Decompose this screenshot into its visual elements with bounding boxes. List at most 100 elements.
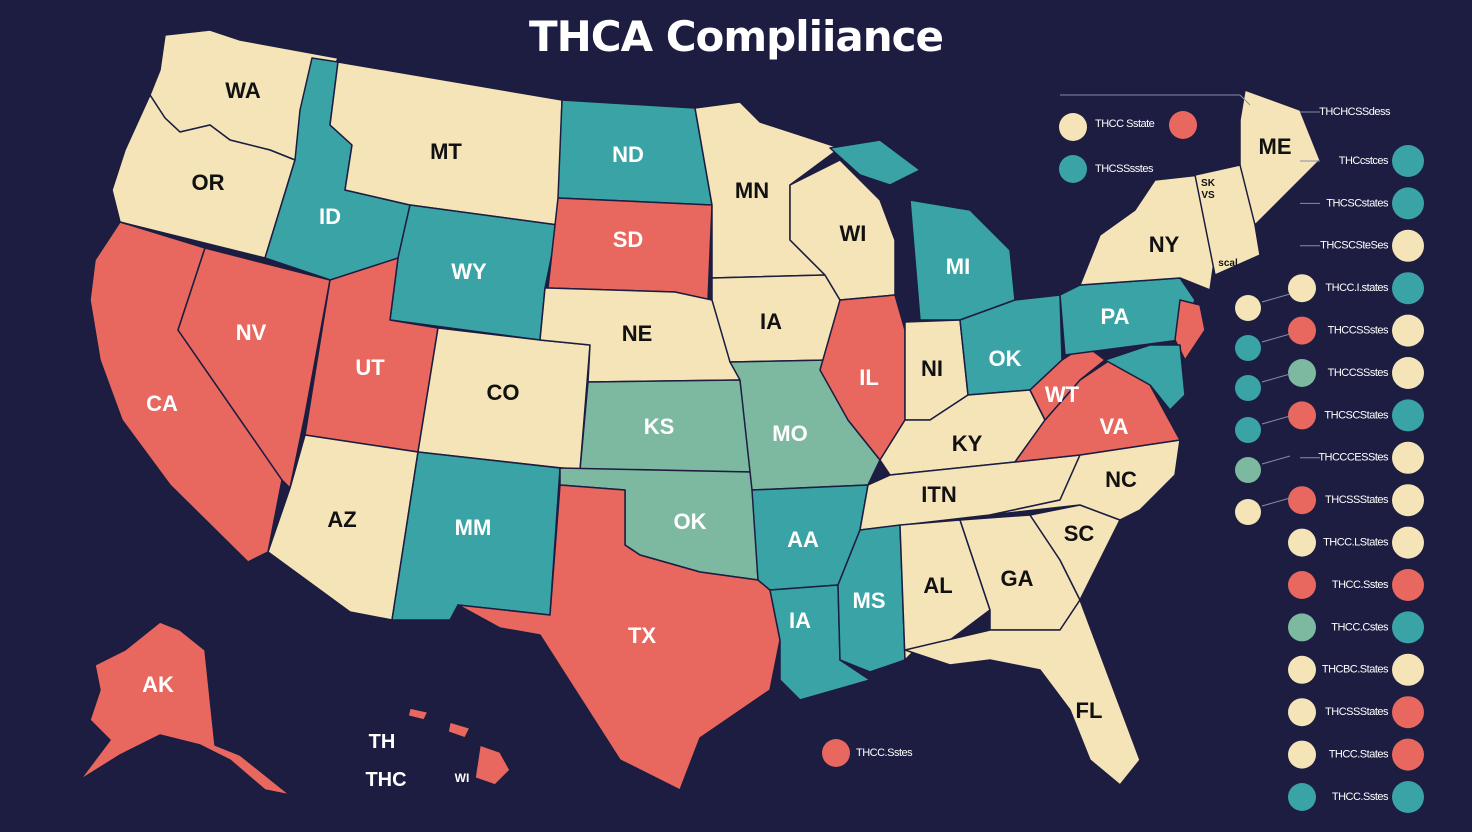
legend-swatch-right [1392, 229, 1424, 262]
state-label-ut: UT [355, 355, 385, 380]
legend-swatch-left [1288, 401, 1316, 430]
legend-swatch-right [1392, 696, 1424, 729]
legend-swatch-right [1392, 781, 1424, 813]
state-nj [1174, 299, 1206, 361]
legend-swatch-left [1288, 274, 1316, 303]
state-label-nv: NV [236, 320, 267, 345]
state-label-la: IA [789, 608, 811, 633]
state-label-ca: CA [146, 391, 178, 416]
state-label-va: VA [1100, 414, 1129, 439]
state-label-ny: NY [1149, 232, 1180, 257]
legend-label: THCcstces [1339, 155, 1389, 167]
legend-leader-line [1261, 333, 1291, 343]
legend-label: THCCCESStes [1318, 452, 1389, 464]
legend-swatch-right [1392, 484, 1424, 517]
legend-swatch-mid [1235, 417, 1261, 443]
legend-label: THCSCstates [1326, 197, 1389, 209]
state-label-id: ID [319, 204, 341, 229]
state-label-tn: ITN [921, 482, 956, 507]
state-label-ia: IA [760, 309, 782, 334]
state-label-sc: SC [1064, 521, 1095, 546]
state-or [111, 94, 296, 259]
legend-swatch-right [1392, 187, 1424, 220]
state-label-wy: WY [451, 259, 487, 284]
state-label-co: CO [487, 380, 520, 405]
legend-swatch-left [1288, 698, 1316, 727]
legend-swatch-left [1288, 613, 1316, 642]
hawaii-label: WI [455, 771, 470, 785]
legend-swatch-left [1288, 740, 1316, 769]
state-label-ky: KY [952, 431, 983, 456]
legend-swatch-right [1392, 569, 1424, 601]
small-state-label: SK [1201, 178, 1216, 189]
legend-label: THCC.Cstes [1331, 621, 1389, 633]
legend-swatch-left [1288, 359, 1316, 387]
legend-swatch-mid [1235, 375, 1261, 401]
state-tx [457, 484, 781, 791]
hawaii-label: TH [369, 731, 396, 753]
legend-swatch-right [1392, 738, 1424, 771]
legend-swatch-right [1392, 272, 1424, 305]
state-label-oh: OK [989, 346, 1022, 371]
legend-label: THCC.Sstes [1332, 579, 1389, 591]
legend-swatch-right [1392, 526, 1424, 559]
legend-swatch [1169, 111, 1197, 139]
state-label-mt: MT [430, 139, 462, 164]
state-label-ak: AK [142, 672, 174, 697]
legend-swatch-right [1392, 441, 1424, 474]
legend-swatch-left [1288, 316, 1316, 345]
legend-leader-line [1261, 455, 1291, 465]
legend-label: THCCSSstes [1328, 367, 1389, 379]
legend-swatch-mid [1235, 295, 1261, 321]
state-label-ms: MS [853, 588, 886, 613]
legend-label: THCC.I.states [1325, 282, 1389, 294]
state-label-ar: AA [787, 527, 819, 552]
legend-label: THCCSSstes [1328, 325, 1389, 337]
state-label-tx: TX [628, 623, 656, 648]
state-label-me: ME [1259, 134, 1292, 159]
state-label-fl: FL [1076, 698, 1103, 723]
state-label-ga: GA [1001, 566, 1034, 591]
legend-swatch-right [1392, 399, 1424, 432]
legend-leader-line [1239, 94, 1251, 106]
state-me [1239, 89, 1321, 226]
state-label-ne: NE [622, 321, 653, 346]
legend-leader-line [1261, 373, 1291, 383]
legend-swatch-left [1288, 783, 1316, 811]
legend-swatch-mid [1235, 499, 1261, 525]
legend-swatch [1059, 155, 1087, 183]
state-ny [1079, 174, 1216, 291]
legend-swatch-mid [1235, 335, 1261, 361]
legend-label: THCC.Sstes [1332, 791, 1389, 803]
legend-swatch-right [1392, 611, 1424, 644]
small-state-label: scal [1218, 258, 1238, 269]
legend: THCC Sstate THCSSsstes THCHCSSdess THCcstce… [822, 94, 1424, 813]
state-fl [904, 599, 1141, 786]
legend-label: THCSSStates [1325, 494, 1389, 506]
state-ak [79, 621, 291, 796]
legend-swatch-left [1288, 655, 1316, 684]
legend-swatch-left [1288, 486, 1316, 515]
state-label-mn: MN [735, 178, 769, 203]
page-title: THCA Compliiance [528, 12, 944, 61]
state-label-ks: KS [644, 414, 675, 439]
legend-label: THCC.Sstes [856, 747, 913, 759]
state-label-al: AL [923, 573, 952, 598]
legend-leader-line [1261, 497, 1291, 507]
legend-swatch-left [1288, 528, 1316, 557]
state-label-il: IL [859, 365, 879, 390]
state-md [1104, 344, 1186, 411]
legend-label: THCSCSteSes [1320, 240, 1389, 252]
small-state-label: VS [1201, 190, 1215, 201]
state-label-pa: PA [1101, 304, 1130, 329]
states-layer [79, 29, 1321, 796]
state-label-nc: NC [1105, 467, 1137, 492]
state-label-wi: WI [840, 221, 867, 246]
state-label-nm: MM [455, 515, 492, 540]
state-label-ok: OK [674, 509, 707, 534]
state-label-az: AZ [327, 507, 356, 532]
legend-swatch-left [1288, 571, 1316, 599]
legend-leader-line [1261, 415, 1291, 425]
hawaii-label: THC [365, 769, 406, 791]
